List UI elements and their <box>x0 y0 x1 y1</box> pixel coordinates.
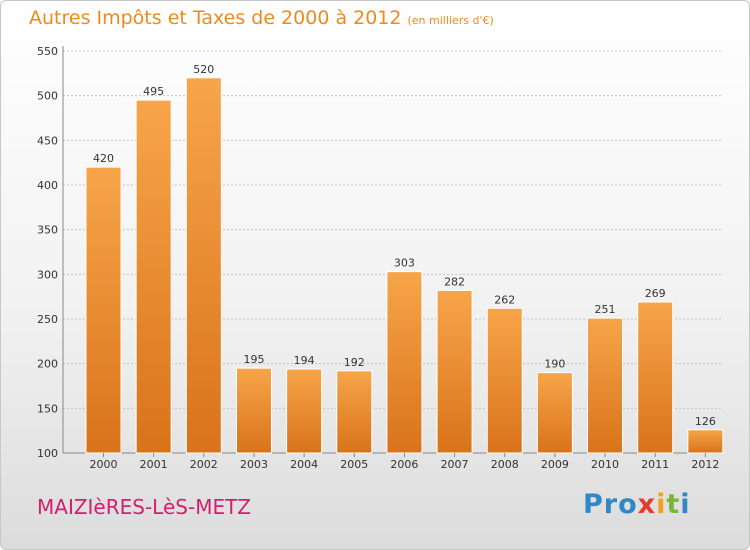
bar-2007 <box>436 289 473 454</box>
data-label-2011: 269 <box>645 287 666 300</box>
bar-2003 <box>235 367 272 454</box>
x-tick-label: 2006 <box>390 458 418 471</box>
chart-title: Autres Impôts et Taxes de 2000 à 2012 (en… <box>29 7 494 29</box>
y-tick-label: 250 <box>37 313 58 326</box>
chart-unit: (en milliers d'€) <box>407 14 494 27</box>
data-label-2000: 420 <box>93 152 114 165</box>
data-label-2012: 126 <box>695 415 716 428</box>
data-label-2004: 194 <box>294 354 315 367</box>
data-label-2006: 303 <box>394 257 415 270</box>
x-tick-label: 2000 <box>90 458 118 471</box>
bar-2002 <box>185 77 222 454</box>
x-tick-label: 2001 <box>140 458 168 471</box>
bar-2010 <box>587 317 624 454</box>
bar-2005 <box>336 370 373 454</box>
y-tick-label: 450 <box>37 134 58 147</box>
data-label-2002: 520 <box>193 63 214 76</box>
x-tick-label: 2003 <box>240 458 268 471</box>
x-tick-label: 2004 <box>290 458 318 471</box>
data-label-2010: 251 <box>595 303 616 316</box>
bar-2006 <box>386 271 423 454</box>
y-tick-label: 350 <box>37 224 58 237</box>
y-tick-label: 100 <box>37 447 58 460</box>
x-tick-label: 2005 <box>340 458 368 471</box>
y-tick-label: 500 <box>37 90 58 103</box>
data-label-2001: 495 <box>143 85 164 98</box>
logo-part-4: t <box>666 489 681 520</box>
y-tick-label: 550 <box>37 45 58 58</box>
bar-2001 <box>135 99 172 454</box>
data-label-2005: 192 <box>344 356 365 369</box>
x-tick-label: 2009 <box>541 458 569 471</box>
data-label-2007: 282 <box>444 275 465 288</box>
bar-2011 <box>637 301 674 454</box>
bar-2009 <box>536 372 573 454</box>
x-tick-label: 2002 <box>190 458 218 471</box>
bar-2004 <box>286 368 323 454</box>
logo-part-5: i <box>680 489 691 520</box>
logo-part-3: i <box>656 489 667 520</box>
bar-2012 <box>687 429 724 454</box>
chart-title-text: Autres Impôts et Taxes de 2000 à 2012 <box>29 7 402 29</box>
logo-part-1: Pro <box>583 489 638 520</box>
proxiti-logo: Proxiti <box>583 489 691 520</box>
x-tick-label: 2012 <box>691 458 719 471</box>
commune-name: MAIZIèRES-LèS-METZ <box>37 495 252 519</box>
bar-2008 <box>486 307 523 454</box>
x-tick-label: 2008 <box>491 458 519 471</box>
logo-part-2: x <box>637 489 657 520</box>
x-tick-label: 2007 <box>441 458 469 471</box>
x-tick-label: 2010 <box>591 458 619 471</box>
data-label-2008: 262 <box>494 293 515 306</box>
y-tick-label: 150 <box>37 402 58 415</box>
bar-2000 <box>85 166 122 454</box>
data-label-2003: 195 <box>243 353 264 366</box>
x-tick-label: 2011 <box>641 458 669 471</box>
y-tick-label: 300 <box>37 268 58 281</box>
y-tick-label: 200 <box>37 358 58 371</box>
y-tick-label: 400 <box>37 179 58 192</box>
data-label-2009: 190 <box>544 358 565 371</box>
